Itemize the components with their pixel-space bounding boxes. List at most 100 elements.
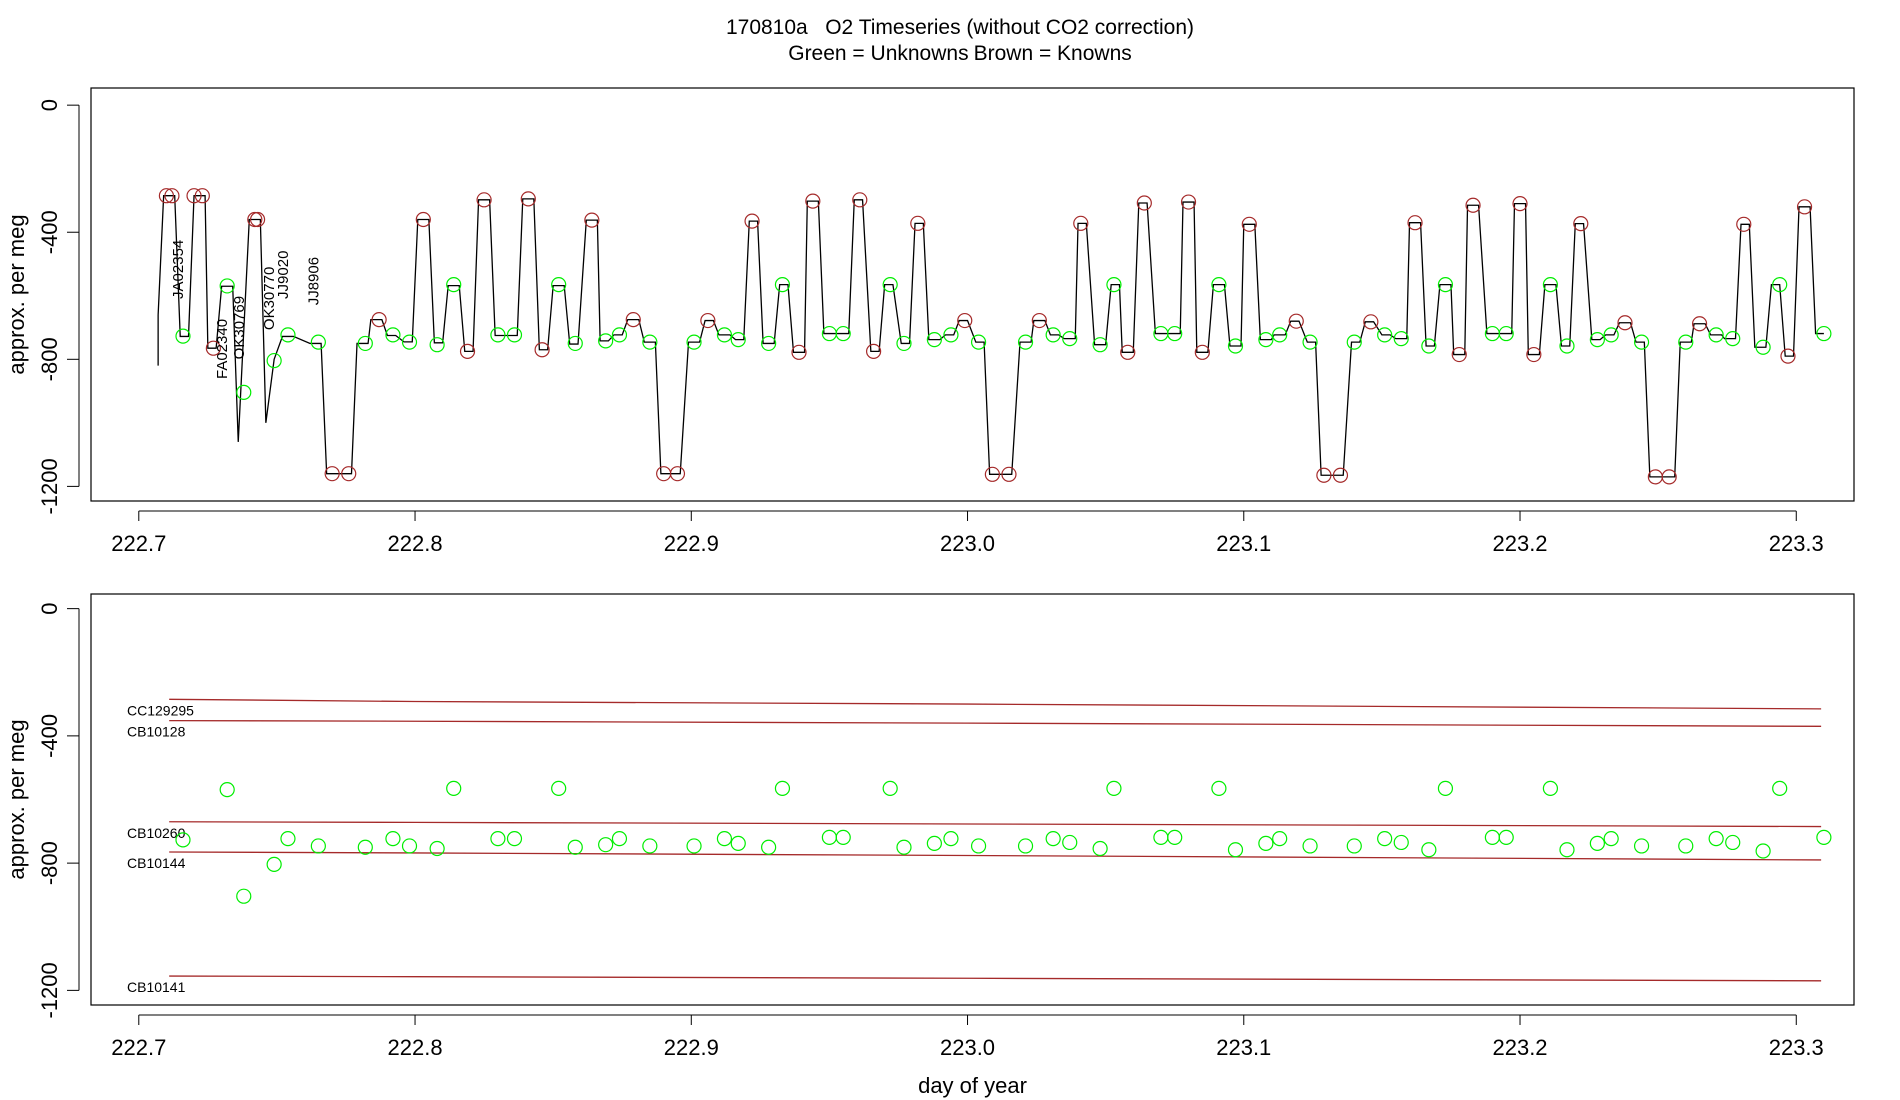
data-point <box>1573 216 1589 232</box>
y-axis-label: approx. per meg <box>4 214 29 374</box>
data-point <box>1691 316 1708 332</box>
data-line <box>157 195 1824 478</box>
data-point <box>1092 840 1108 857</box>
data-point <box>1227 842 1244 858</box>
data-point <box>429 337 445 353</box>
data-point <box>1542 277 1559 293</box>
data-point <box>1106 780 1122 796</box>
data-point <box>1092 337 1108 353</box>
data-point <box>1465 197 1481 213</box>
data-point <box>1272 327 1288 343</box>
data-point <box>1393 331 1409 347</box>
data-point <box>371 311 387 328</box>
data-point <box>1073 215 1089 231</box>
data-point <box>882 277 898 293</box>
data-point <box>1272 831 1288 847</box>
line-label: CB10144 <box>127 855 186 871</box>
data-point <box>1288 313 1304 329</box>
data-point <box>1816 829 1832 845</box>
data-point <box>205 340 221 356</box>
data-point <box>1451 346 1467 363</box>
data-point <box>1559 842 1575 858</box>
data-point <box>1346 334 1362 350</box>
y-tick-label: -1200 <box>37 962 62 1018</box>
data-point <box>1407 215 1423 231</box>
data-point <box>266 352 282 369</box>
data-point <box>1167 325 1183 342</box>
data-point <box>158 188 175 204</box>
data-point <box>1017 838 1034 854</box>
x-tick-label: 223.1 <box>1216 531 1271 556</box>
data-point <box>1498 829 1514 845</box>
data-point <box>1725 834 1741 851</box>
data-point <box>716 831 733 847</box>
y-tick-label: 0 <box>37 603 62 615</box>
data-point <box>774 277 791 293</box>
data-point <box>1617 315 1633 331</box>
x-tick-label: 223.2 <box>1492 531 1547 556</box>
data-point <box>1603 327 1619 343</box>
legend-entry: Green = Unknowns <box>788 42 968 65</box>
x-tick-label: 223.1 <box>1216 1035 1271 1060</box>
data-point <box>882 780 898 796</box>
data-point <box>385 327 401 343</box>
data-point <box>1363 314 1379 330</box>
y-tick-label: -400 <box>37 714 62 758</box>
data-point <box>584 212 600 228</box>
data-point <box>1241 216 1257 232</box>
data-point <box>219 782 235 798</box>
y-tick-label: -800 <box>37 841 62 885</box>
data-point <box>598 333 614 349</box>
data-point <box>1498 325 1514 342</box>
data-point <box>611 327 628 343</box>
data-point <box>415 211 431 228</box>
data-point <box>459 343 476 359</box>
data-point <box>310 334 326 350</box>
data-point <box>1031 312 1047 329</box>
x-tick-label: 223.0 <box>940 1035 995 1060</box>
data-point <box>401 334 418 350</box>
data-point <box>175 832 191 848</box>
data-point <box>598 837 614 853</box>
x-tick-label: 222.8 <box>388 531 443 556</box>
annotation: OK30769 <box>231 296 248 359</box>
data-point <box>506 327 523 343</box>
data-point <box>1708 327 1724 343</box>
line-label: CB10128 <box>127 724 186 740</box>
data-point <box>357 839 373 855</box>
data-point <box>1421 842 1437 858</box>
data-point <box>1755 843 1771 859</box>
data-point <box>926 332 942 348</box>
data-point <box>774 780 791 796</box>
data-point <box>280 831 296 847</box>
data-point <box>1437 780 1454 796</box>
annotation: FA02340 <box>214 319 231 379</box>
x-tick-label: 222.8 <box>388 1035 443 1060</box>
data-point <box>1045 831 1061 847</box>
data-point <box>236 888 252 904</box>
data-point <box>1736 216 1752 232</box>
line-label: CB10260 <box>127 825 186 841</box>
x-tick-label: 222.9 <box>664 1035 719 1060</box>
x-tick-label: 222.7 <box>111 1035 166 1060</box>
x-tick-label: 223.3 <box>1769 1035 1824 1060</box>
data-point <box>1678 838 1694 854</box>
data-point <box>1589 835 1605 851</box>
data-point <box>642 334 658 350</box>
data-point <box>476 192 492 208</box>
data-point <box>1258 332 1274 348</box>
data-point <box>1393 834 1409 851</box>
data-point <box>1633 838 1650 854</box>
data-point <box>1045 327 1061 343</box>
y-axis-label: approx. per meg <box>4 719 29 879</box>
data-point <box>625 311 641 328</box>
data-point <box>280 327 296 343</box>
legend-entry: Brown = Knowns <box>974 42 1132 65</box>
x-axis-label: day of year <box>918 1073 1027 1098</box>
data-point <box>730 835 746 851</box>
data-point <box>896 839 912 855</box>
data-point <box>1001 466 1017 482</box>
plot-border <box>90 593 1855 1006</box>
data-point <box>744 213 760 229</box>
data-point <box>520 191 536 207</box>
